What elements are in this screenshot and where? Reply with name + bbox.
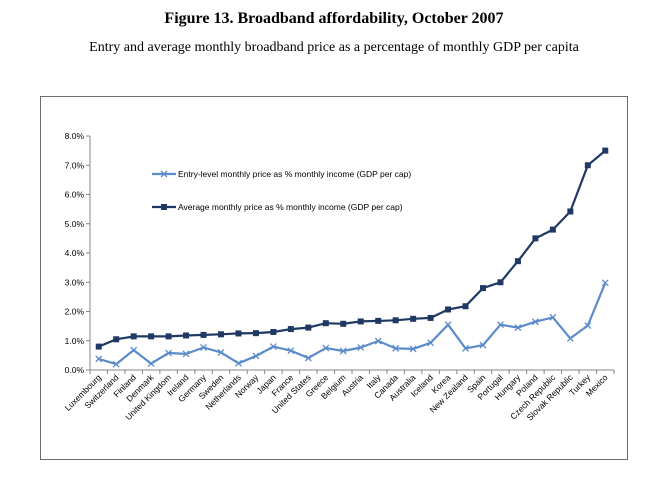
average-data-point — [322, 320, 329, 327]
entry-level-data-point — [462, 344, 469, 352]
average-data-point — [95, 343, 102, 350]
entry-level-data-point — [304, 354, 312, 362]
entry-level-data-point — [235, 359, 242, 367]
entry-level-data-point — [427, 339, 435, 347]
average-data-point — [148, 333, 155, 340]
y-tick-label: 1.0% — [65, 336, 85, 346]
average-data-point — [584, 162, 591, 169]
legend-entry-level-marker — [160, 170, 168, 178]
entry-level-data-point — [252, 352, 260, 360]
average-data-point — [305, 324, 312, 331]
entry-level-data-point — [531, 318, 539, 326]
entry-level-data-point — [217, 348, 225, 356]
y-tick-label: 0.0% — [65, 365, 85, 375]
entry-level-data-point — [479, 341, 487, 349]
average-data-point — [445, 306, 452, 313]
entry-level-data-point — [269, 343, 277, 351]
average-data-point — [200, 331, 207, 338]
entry-level-data-point — [584, 322, 592, 329]
average-data-point — [218, 331, 224, 338]
average-data-point — [287, 326, 294, 333]
entry-level-data-point — [392, 344, 400, 352]
entry-level-data-point — [322, 344, 330, 352]
average-series-line — [98, 149, 607, 348]
entry-level-series-line — [98, 282, 607, 366]
legend-average-marker — [161, 204, 167, 210]
y-tick-label: 4.0% — [65, 248, 85, 258]
y-tick-label: 7.0% — [65, 160, 85, 170]
average-data-point — [235, 330, 242, 337]
average-data-point — [183, 332, 190, 339]
entry-level-data-point — [95, 355, 103, 363]
average-data-point — [270, 328, 277, 335]
entry-level-data-point — [147, 360, 155, 368]
entry-level-data-point — [497, 321, 504, 329]
average-data-point — [252, 330, 259, 337]
chart-frame — [40, 96, 628, 460]
y-tick-label: 5.0% — [65, 219, 85, 229]
figure-subtitle: Entry and average monthly broadband pric… — [89, 40, 579, 55]
y-tick-label: 6.0% — [65, 190, 85, 200]
average-data-point — [532, 235, 539, 242]
entry-level-data-point — [200, 344, 207, 351]
y-tick-label: 2.0% — [65, 307, 85, 317]
entry-level-data-point — [357, 344, 365, 351]
average-data-point — [375, 317, 382, 324]
average-data-point — [340, 320, 347, 327]
y-tick-label: 8.0% — [65, 131, 85, 141]
entry-level-data-point — [339, 347, 347, 355]
entry-level-data-point — [130, 346, 138, 354]
average-data-point — [410, 315, 417, 322]
average-data-point — [113, 336, 120, 343]
entry-level-data-point — [566, 334, 574, 342]
average-data-point — [130, 333, 137, 340]
entry-level-data-point — [165, 349, 173, 357]
y-tick-label: 3.0% — [65, 277, 85, 287]
entry-level-data-point — [409, 345, 417, 353]
entry-level-data-point — [444, 321, 452, 329]
legend-average-label: Average monthly price as % monthly incom… — [178, 202, 403, 212]
entry-level-data-point — [112, 360, 120, 368]
average-data-point — [602, 147, 609, 154]
average-data-point — [357, 318, 364, 325]
entry-level-data-point — [287, 347, 295, 355]
average-data-point — [462, 303, 469, 310]
entry-level-data-point — [182, 350, 190, 358]
average-data-point — [427, 314, 434, 321]
entry-level-data-point — [549, 313, 557, 321]
average-data-point — [392, 317, 399, 324]
figure-title: Figure 13. Broadband affordability, Octo… — [164, 10, 504, 27]
average-data-point — [567, 208, 574, 215]
average-data-point — [549, 226, 556, 233]
average-data-point — [497, 279, 504, 286]
entry-level-data-point — [601, 279, 609, 287]
average-data-point — [480, 285, 486, 292]
entry-level-data-point — [374, 337, 382, 345]
entry-level-data-point — [514, 324, 522, 332]
average-data-point — [165, 333, 172, 340]
legend-entry-level-label: Entry-level monthly price as % monthly i… — [178, 169, 411, 179]
average-data-point — [514, 258, 521, 265]
